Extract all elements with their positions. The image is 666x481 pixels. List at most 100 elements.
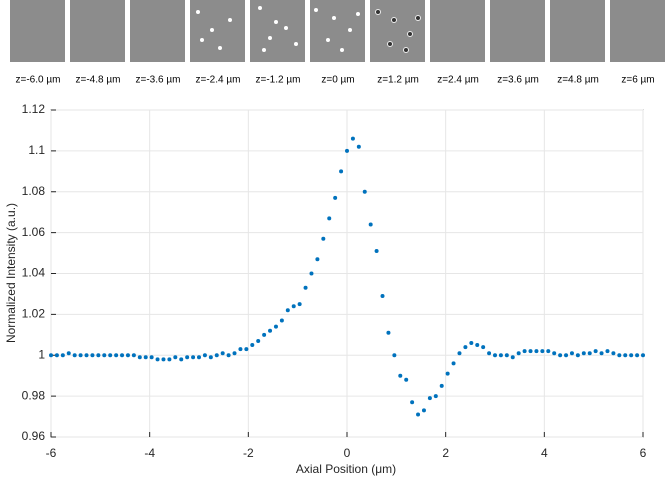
thumbnail bbox=[130, 0, 185, 62]
panel-label: z=4.8 µm bbox=[557, 75, 599, 86]
thumbnail-spot bbox=[262, 48, 266, 52]
thumbnail-spot bbox=[210, 28, 214, 32]
y-tick-label: 1.02 bbox=[22, 307, 46, 321]
data-point bbox=[522, 349, 527, 354]
data-point bbox=[297, 302, 302, 307]
thumbnail-spot bbox=[356, 12, 360, 16]
x-tick-label: -2 bbox=[243, 446, 254, 460]
x-tick-label: -6 bbox=[46, 446, 57, 460]
data-point bbox=[605, 349, 610, 354]
data-point bbox=[232, 351, 237, 356]
thumbnail bbox=[70, 0, 125, 62]
thumbnail bbox=[550, 0, 605, 62]
data-point bbox=[350, 136, 355, 141]
y-tick-label: 1.04 bbox=[22, 266, 46, 280]
data-point bbox=[611, 351, 616, 356]
y-tick-label: 1.06 bbox=[22, 225, 46, 239]
data-point bbox=[90, 353, 95, 358]
data-point bbox=[131, 353, 136, 358]
y-tick-label: 1.12 bbox=[22, 102, 46, 116]
data-point bbox=[487, 351, 492, 356]
thumbnail-spot bbox=[258, 6, 262, 10]
data-point bbox=[445, 371, 450, 376]
x-tick-label: 2 bbox=[442, 446, 449, 460]
thumbnail bbox=[430, 0, 485, 62]
data-point bbox=[558, 353, 563, 358]
thumbnail-spot bbox=[326, 38, 330, 42]
thumbnail-spot bbox=[407, 31, 413, 37]
data-point bbox=[262, 332, 267, 337]
data-point bbox=[279, 318, 284, 323]
thumbnail bbox=[310, 0, 365, 62]
thumbnail-spot bbox=[284, 26, 288, 30]
data-point bbox=[143, 355, 148, 360]
data-point bbox=[368, 222, 373, 227]
thumbnail-spot bbox=[375, 9, 381, 15]
data-point bbox=[315, 257, 320, 262]
data-point bbox=[256, 338, 261, 343]
data-point bbox=[475, 343, 480, 348]
data-point bbox=[191, 355, 196, 360]
data-point bbox=[197, 355, 201, 360]
data-point bbox=[504, 353, 509, 358]
data-point bbox=[564, 353, 569, 358]
data-point bbox=[285, 308, 290, 313]
data-point bbox=[120, 353, 125, 358]
data-point bbox=[66, 351, 71, 356]
thumbnail-spot bbox=[218, 46, 222, 50]
data-point bbox=[54, 353, 59, 358]
thumbnail bbox=[610, 0, 665, 62]
data-point bbox=[481, 345, 486, 350]
y-tick-label: 1.08 bbox=[22, 184, 46, 198]
thumbnail-spot bbox=[403, 47, 409, 53]
data-point bbox=[540, 349, 545, 354]
data-point bbox=[587, 351, 592, 356]
data-point bbox=[416, 412, 421, 417]
data-point bbox=[173, 355, 178, 360]
data-point bbox=[321, 236, 326, 241]
data-point bbox=[167, 357, 172, 362]
thumbnail-spot bbox=[294, 42, 298, 46]
data-point bbox=[60, 353, 65, 358]
data-point bbox=[345, 148, 349, 153]
panel-label: z=-2.4 µm bbox=[196, 75, 241, 86]
data-point bbox=[327, 216, 332, 221]
thumbnail-spot bbox=[228, 18, 232, 22]
data-point bbox=[102, 353, 107, 358]
panel-label: z=-4.8 µm bbox=[76, 75, 121, 86]
data-point bbox=[552, 351, 557, 356]
data-point bbox=[457, 351, 462, 356]
data-point bbox=[493, 353, 497, 358]
data-point bbox=[398, 373, 403, 378]
data-point bbox=[244, 347, 249, 352]
data-point bbox=[629, 353, 634, 358]
data-point bbox=[72, 353, 77, 358]
data-point bbox=[250, 343, 255, 348]
panel-label: z=-1.2 µm bbox=[256, 75, 301, 86]
data-point bbox=[386, 330, 391, 335]
thumbnail-spot bbox=[415, 15, 421, 21]
panel-label: z=2.4 µm bbox=[437, 75, 479, 86]
data-point bbox=[356, 144, 361, 149]
x-tick-label: 6 bbox=[640, 446, 647, 460]
data-point bbox=[220, 351, 225, 356]
data-point bbox=[439, 383, 444, 388]
y-tick-label: 1 bbox=[38, 347, 45, 361]
data-point bbox=[427, 396, 432, 401]
data-point bbox=[599, 351, 604, 356]
panel-label: z=1.2 µm bbox=[377, 75, 419, 86]
data-point bbox=[421, 408, 426, 413]
data-point bbox=[202, 353, 207, 358]
data-point bbox=[238, 347, 243, 352]
thumbnail bbox=[10, 0, 65, 62]
data-point bbox=[463, 345, 468, 350]
x-tick-label: 0 bbox=[344, 446, 351, 460]
data-point bbox=[149, 355, 154, 360]
thumbnail-spot bbox=[274, 20, 278, 24]
y-tick-label: 1.1 bbox=[28, 143, 45, 157]
thumbnail bbox=[190, 0, 245, 62]
data-point bbox=[226, 353, 231, 358]
data-point bbox=[528, 349, 533, 354]
data-point bbox=[185, 355, 190, 360]
